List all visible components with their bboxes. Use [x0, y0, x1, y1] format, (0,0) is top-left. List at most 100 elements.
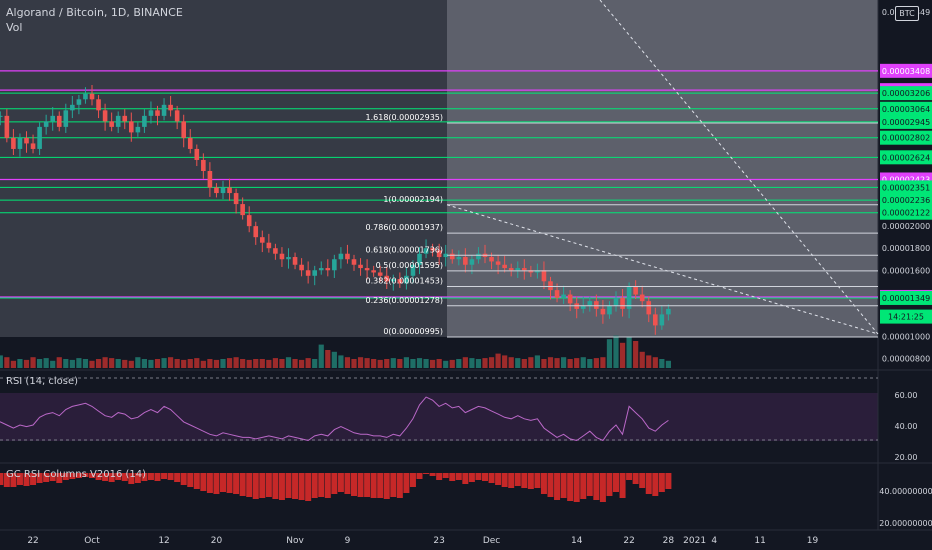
candle-body	[227, 187, 232, 194]
price-label-text: 14:21:25	[888, 313, 924, 322]
rsi-axis-label: 40.00	[895, 422, 918, 431]
candle-body	[522, 268, 527, 271]
volume-bar	[371, 359, 377, 368]
volume-bar	[502, 355, 508, 368]
time-axis-label: 2021	[683, 536, 706, 546]
time-axis-label: 23	[433, 536, 444, 546]
gc-column	[501, 473, 508, 487]
candle-body	[594, 301, 599, 309]
gc-column	[593, 473, 600, 500]
volume-bar	[148, 359, 154, 368]
price-label-bg	[880, 114, 932, 129]
fib-level-label: 1.618(0.00002935)	[366, 113, 444, 122]
candle-body	[43, 121, 49, 127]
price-label-bg	[880, 63, 932, 78]
gc-column	[377, 473, 384, 498]
gc-axis-label: 40.00000000	[879, 487, 932, 496]
volume-bar	[207, 359, 213, 368]
candle-body	[351, 259, 357, 265]
price-axis-label: 0.00002624	[880, 150, 932, 165]
volume-bar	[50, 360, 56, 368]
volume-bar	[488, 357, 495, 368]
candle-body	[377, 272, 383, 276]
price-label-bg	[880, 180, 932, 195]
trend-line	[446, 204, 879, 335]
gc-column	[102, 473, 109, 481]
price-label-text: 0.00002945	[882, 118, 930, 127]
volume-bar	[17, 359, 23, 368]
time-axis-label: 19	[807, 536, 819, 546]
gc-column	[527, 473, 534, 489]
volume-bar	[508, 357, 514, 368]
gc-axis-label: 20.00000000	[879, 519, 932, 528]
gc-column	[89, 473, 95, 478]
gc-column	[206, 473, 213, 493]
volume-bar	[187, 359, 193, 368]
volume-bar	[141, 359, 147, 368]
gc-pane-label[interactable]: GC RSI Columns V2016 (14)	[6, 469, 147, 480]
gc-column	[645, 473, 652, 494]
gc-column	[292, 473, 299, 499]
rsi-band	[0, 393, 878, 441]
price-axis-label: 0.00003206	[880, 86, 932, 101]
gc-column	[639, 473, 646, 488]
candle-body	[0, 115, 3, 117]
volume-bar	[626, 337, 632, 368]
gc-column	[16, 473, 23, 485]
fib-level-label: 0.236(0.00001278)	[366, 296, 444, 305]
candle-body	[115, 115, 121, 127]
candle-body	[515, 268, 521, 271]
candle-body	[639, 294, 645, 302]
price-label-text: 0.00002236	[882, 196, 930, 205]
gc-column	[586, 473, 593, 496]
candle-body	[548, 281, 553, 291]
candle-body	[292, 257, 298, 265]
candle-body	[102, 110, 108, 122]
volume-bar	[292, 359, 298, 368]
gc-column	[121, 473, 128, 481]
candle-body	[122, 115, 128, 122]
gc-column	[521, 473, 528, 488]
price-axis-label: 0.00001349	[880, 290, 932, 305]
gc-column	[161, 473, 168, 479]
candle-body	[528, 270, 534, 273]
volume-bar	[574, 358, 580, 368]
gc-column	[36, 473, 43, 483]
fib-level-label: 0.382(0.00001453)	[366, 276, 444, 285]
gc-column	[134, 473, 141, 483]
volume-bar	[4, 357, 10, 368]
volume-bar	[593, 358, 599, 368]
rsi-pane-label[interactable]: RSI (14, close)	[6, 376, 79, 387]
price-axis-label: 14:21:25	[880, 309, 932, 324]
candle-body	[96, 99, 101, 111]
gc-column	[305, 473, 312, 501]
volume-bar	[515, 358, 521, 368]
price-axis-label: 0.00002236	[880, 193, 932, 208]
gc-column	[626, 473, 633, 480]
candle-body	[286, 257, 291, 260]
price-axis-label: 0.00001800	[882, 244, 930, 253]
candle-body	[50, 115, 55, 122]
gc-column	[573, 473, 580, 502]
currency-badge[interactable]: BTC	[895, 6, 919, 21]
candle-body	[423, 248, 429, 254]
gc-column	[128, 473, 135, 484]
volume-bar	[606, 339, 613, 368]
volume-bar	[56, 357, 62, 368]
volume-bar	[168, 357, 174, 368]
candle-body	[463, 257, 468, 265]
price-axis-label: 0.00002351	[880, 180, 932, 195]
volume-bar	[194, 358, 200, 368]
volume-bar	[475, 359, 482, 368]
candle-body	[384, 275, 390, 282]
volume-bar	[122, 359, 128, 368]
fib-zone-shade	[447, 0, 878, 337]
fib-level-label: 0(0.00000995)	[383, 327, 443, 336]
candle-body	[456, 257, 462, 260]
gc-column	[370, 473, 377, 498]
volume-bar	[213, 359, 220, 368]
volume-bar	[200, 360, 206, 368]
symbol-title[interactable]: Algorand / Bitcoin, 1D, BINANCE	[6, 6, 183, 19]
